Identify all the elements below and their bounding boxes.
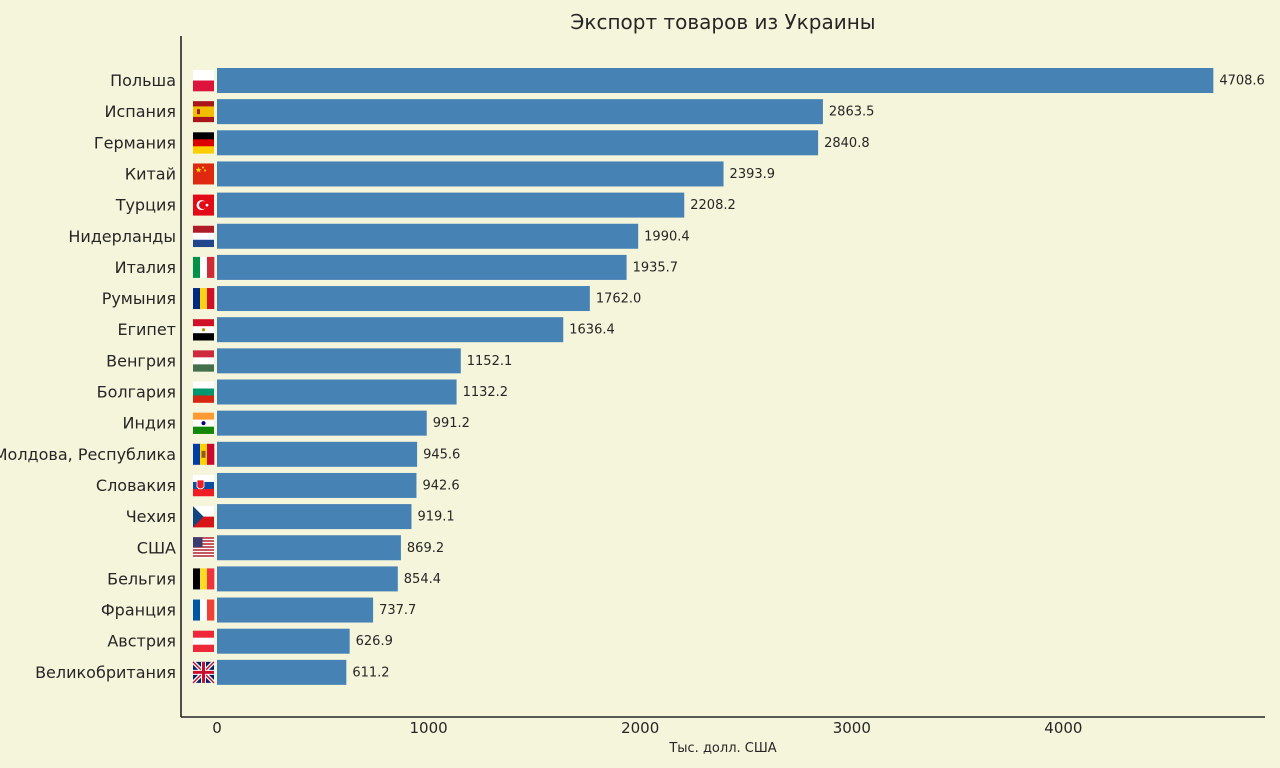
category-label: США	[137, 538, 176, 557]
flag-netherlands-icon	[193, 225, 214, 248]
bar	[217, 317, 564, 343]
bar	[217, 286, 590, 312]
flag-uk-icon	[191, 660, 216, 685]
bar	[217, 441, 418, 467]
category-label: Польша	[110, 71, 176, 90]
x-axis-label: Тыс. долл. США	[668, 741, 776, 756]
chart-title: Экспорт товаров из Украины	[570, 10, 875, 34]
bar	[217, 68, 1214, 93]
bar	[217, 628, 350, 654]
bar	[217, 597, 374, 623]
flag-belgium-icon	[193, 568, 215, 590]
category-label: Молдова, Республика	[0, 445, 176, 464]
value-label: 1152.1	[467, 354, 513, 369]
flag-slovakia-icon	[193, 474, 214, 497]
bar	[217, 99, 823, 125]
value-label: 611.2	[352, 665, 389, 680]
value-label: 945.6	[423, 447, 460, 462]
category-label: Великобритания	[35, 663, 176, 682]
flag-france-icon	[193, 599, 215, 621]
value-label: 869.2	[407, 541, 444, 556]
value-label: 2393.9	[730, 167, 776, 182]
value-label: 737.7	[379, 603, 416, 618]
bar	[217, 566, 398, 592]
value-label: 4708.6	[1219, 74, 1265, 89]
value-label: 854.4	[404, 572, 441, 587]
bar	[217, 192, 685, 218]
value-label: 991.2	[433, 416, 470, 431]
flag-italy-icon	[193, 256, 215, 278]
value-label: 1762.0	[596, 292, 642, 307]
category-label: Германия	[94, 133, 176, 152]
flag-bulgaria-icon	[193, 381, 214, 403]
category-label: Испания	[104, 102, 176, 121]
x-tick-label: 3000	[833, 719, 871, 737]
category-label: Румыния	[102, 289, 176, 308]
category-label: Словакия	[96, 476, 176, 495]
category-label: Австрия	[107, 632, 176, 651]
flag-moldova-icon	[193, 443, 215, 465]
bar	[217, 379, 457, 405]
bar	[217, 254, 627, 280]
value-label: 1132.2	[463, 385, 509, 400]
category-label: Чехия	[126, 507, 176, 526]
category-label: Болгария	[97, 383, 176, 402]
flags-group: ★	[191, 70, 216, 685]
category-label: Бельгия	[107, 569, 176, 588]
category-labels: Польша Испания Германия Китай Турция Нидерлан…	[0, 71, 176, 682]
x-axis-ticks: 0 1000 2000 3000 4000	[212, 719, 1082, 737]
category-label: Венгрия	[106, 351, 176, 370]
value-labels: 4708.6 2863.5 2840.8 2393.9 2208.2 1990.4 1935…	[352, 74, 1265, 681]
bar	[217, 223, 639, 249]
value-label: 919.1	[417, 510, 454, 525]
bar	[217, 535, 401, 561]
value-label: 2208.2	[690, 198, 736, 213]
flag-hungary-icon	[193, 350, 214, 372]
x-tick-label: 1000	[410, 719, 448, 737]
category-label: Китай	[125, 164, 176, 183]
category-label: Италия	[115, 258, 176, 277]
bar	[217, 504, 412, 530]
value-label: 942.6	[422, 478, 459, 493]
bar	[217, 161, 724, 187]
bar	[217, 659, 347, 685]
flag-usa-icon	[193, 537, 214, 559]
flag-poland-icon	[193, 70, 214, 92]
category-label: Нидерланды	[68, 227, 176, 246]
value-label: 2840.8	[824, 136, 870, 151]
flag-austria-icon	[193, 630, 214, 652]
value-label: 626.9	[356, 634, 393, 649]
flag-egypt-icon	[193, 319, 214, 341]
value-label: 2863.5	[829, 105, 875, 120]
x-tick-label: 0	[212, 719, 222, 737]
bar	[217, 472, 417, 498]
category-label: Франция	[101, 601, 176, 620]
svg-text:★: ★	[195, 165, 202, 174]
flag-india-icon	[193, 412, 214, 434]
flag-china-icon: ★	[193, 163, 214, 185]
category-label: Египет	[117, 320, 176, 339]
value-label: 1636.4	[569, 323, 615, 338]
category-label: Индия	[122, 414, 176, 433]
value-label: 1935.7	[633, 260, 679, 275]
x-tick-label: 2000	[621, 719, 659, 737]
flag-czechia-icon	[193, 506, 214, 528]
bars-group	[217, 68, 1214, 685]
bar	[217, 410, 427, 436]
bar	[217, 348, 461, 374]
flag-spain-icon	[193, 101, 214, 123]
bar	[217, 130, 819, 156]
flag-turkey-icon	[193, 194, 214, 216]
flag-romania-icon	[193, 288, 215, 310]
x-tick-label: 4000	[1044, 719, 1082, 737]
value-label: 1990.4	[644, 229, 690, 244]
flag-germany-icon	[193, 132, 214, 154]
category-label: Турция	[115, 196, 176, 215]
